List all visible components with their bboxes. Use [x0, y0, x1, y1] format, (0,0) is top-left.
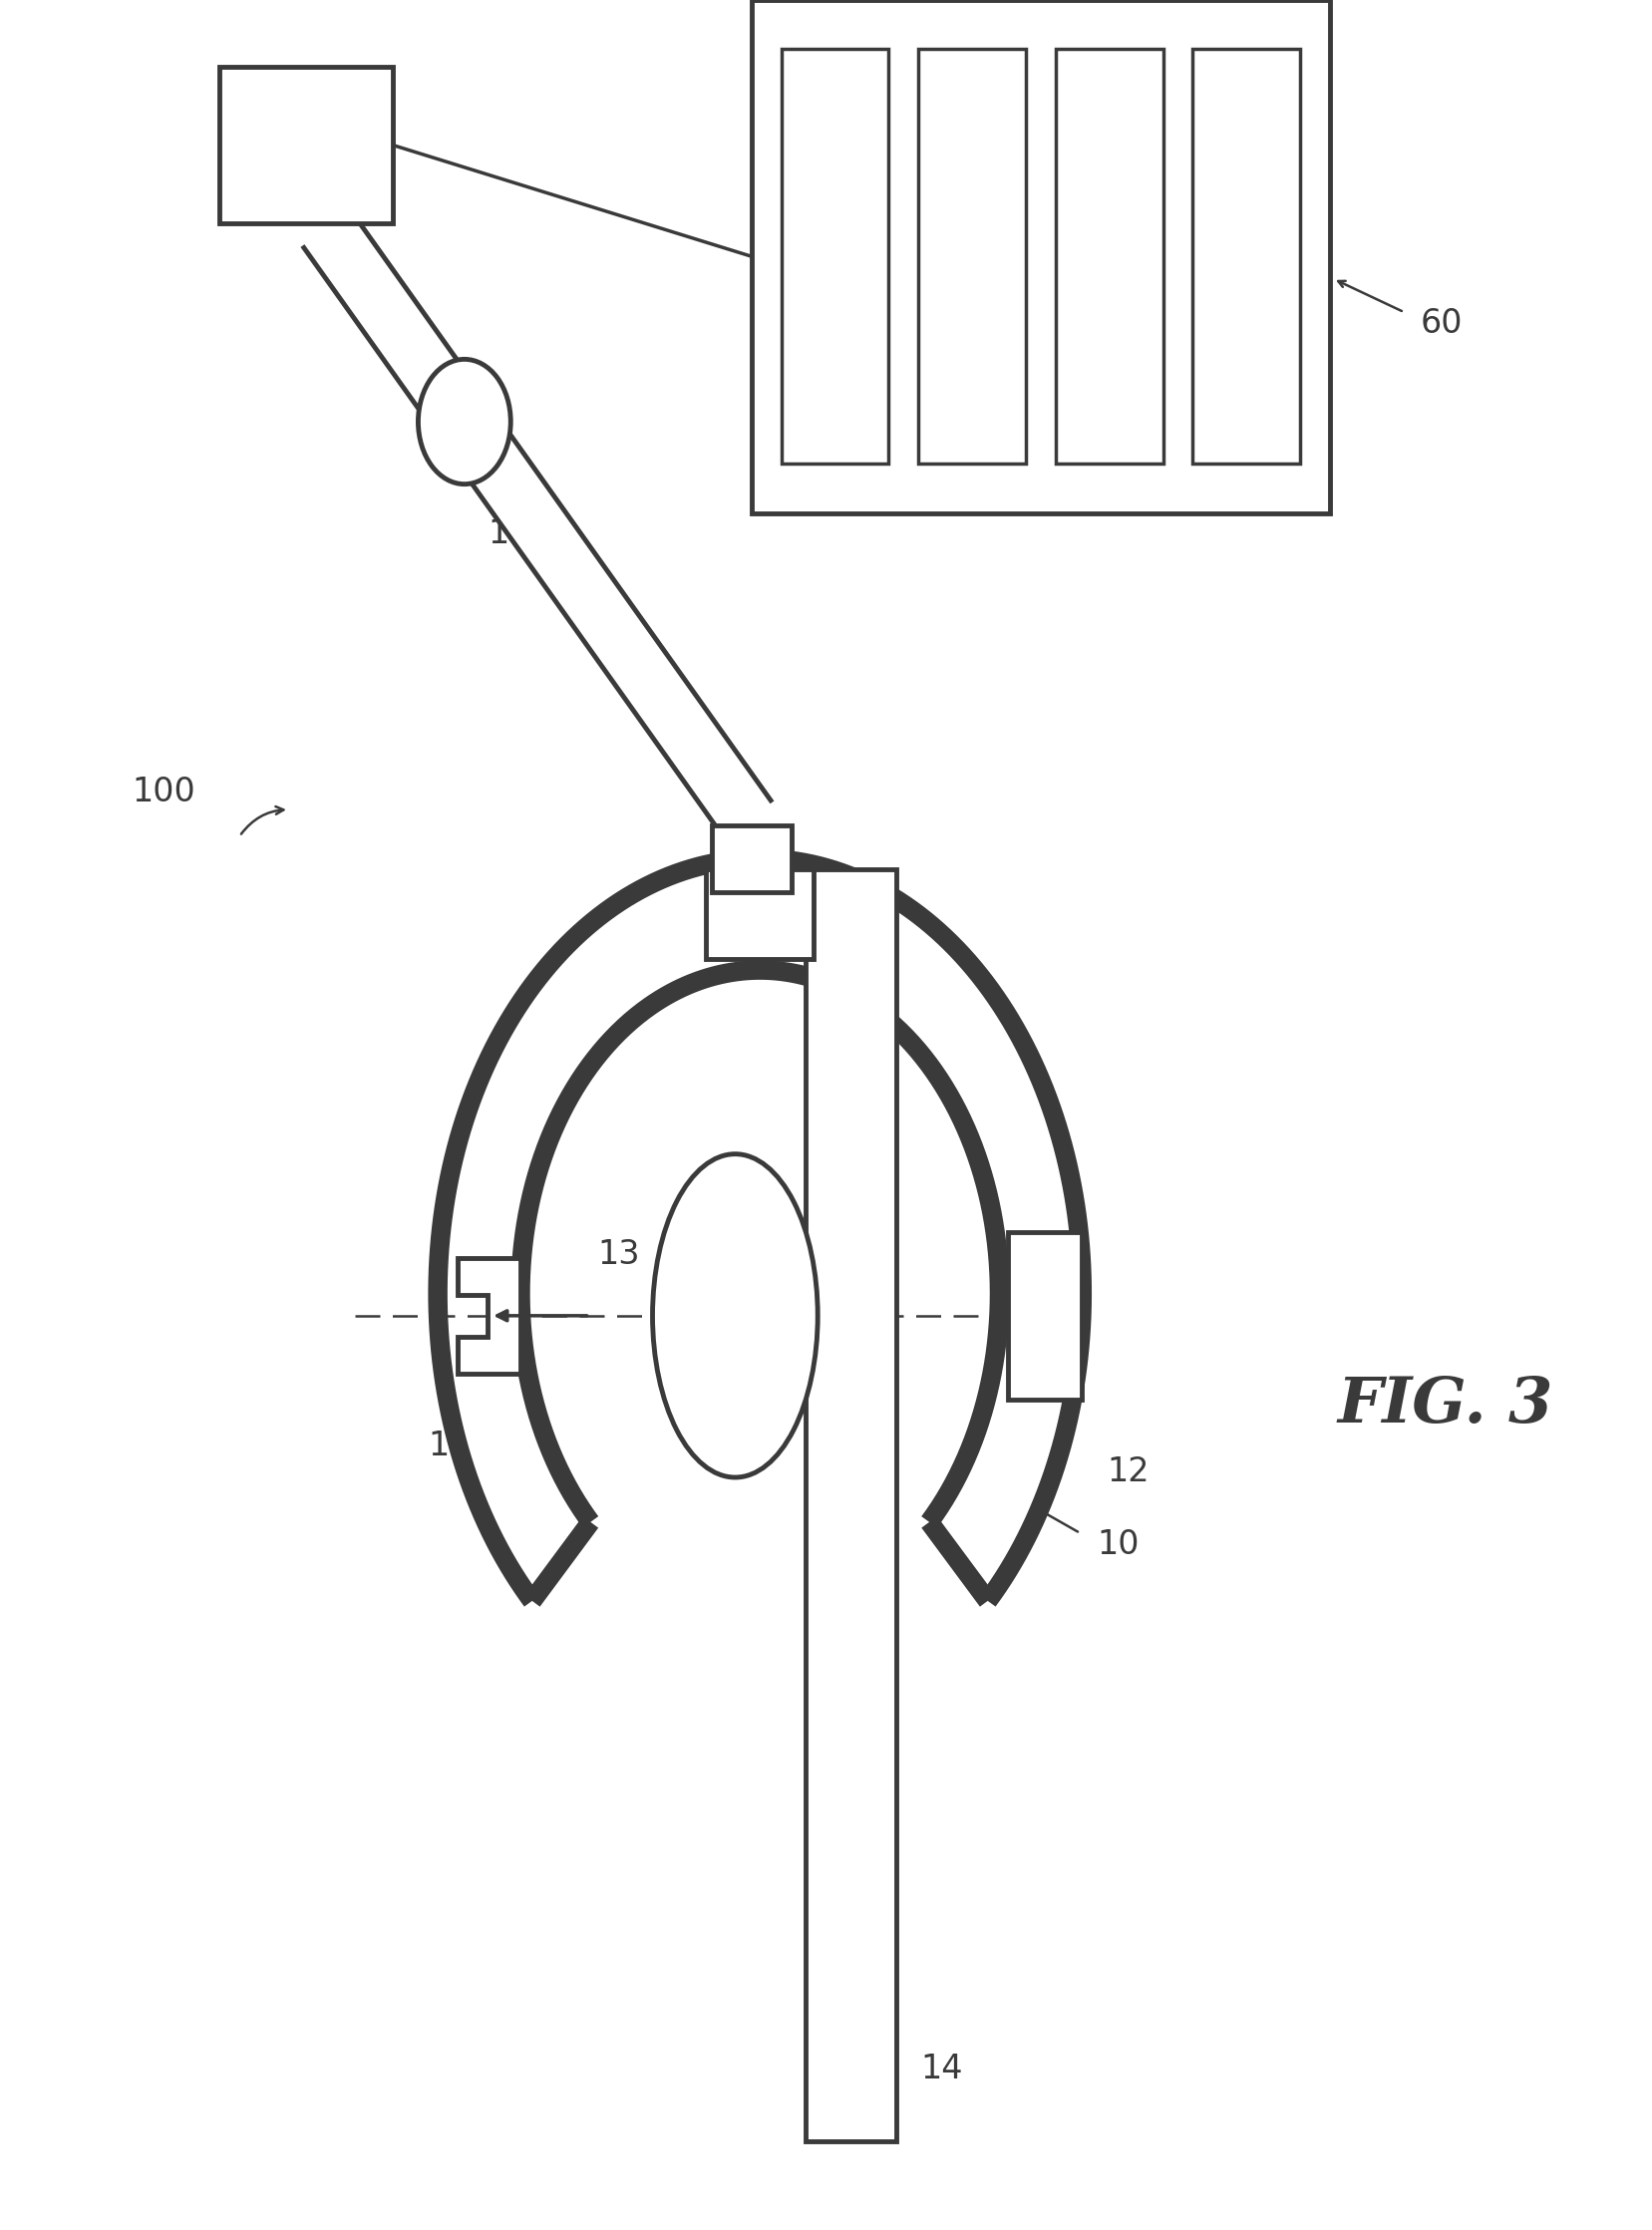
Ellipse shape — [653, 1155, 818, 1478]
Text: FIG. 3: FIG. 3 — [1338, 1374, 1553, 1436]
Circle shape — [418, 359, 510, 484]
Bar — [1193, 49, 1300, 464]
Text: 100: 100 — [132, 776, 195, 807]
Bar — [707, 870, 813, 959]
Bar — [919, 49, 1026, 464]
Text: 14: 14 — [922, 2052, 963, 2085]
Text: 30: 30 — [1092, 243, 1127, 270]
Text: 50: 50 — [818, 243, 852, 270]
Bar — [781, 49, 889, 464]
Text: 40: 40 — [955, 243, 990, 270]
Bar — [218, 67, 393, 223]
Polygon shape — [458, 1258, 520, 1374]
Bar — [1056, 49, 1163, 464]
Text: 12: 12 — [1107, 1456, 1150, 1487]
Bar — [806, 870, 895, 2141]
Bar — [752, 0, 1330, 513]
Text: 11: 11 — [428, 1429, 471, 1463]
Polygon shape — [304, 198, 771, 850]
Text: 13: 13 — [598, 1238, 641, 1271]
Text: 10: 10 — [1097, 1528, 1140, 1561]
Bar — [712, 825, 791, 892]
Text: 60: 60 — [1421, 308, 1464, 339]
Text: 20: 20 — [1229, 243, 1264, 270]
Text: 16: 16 — [487, 517, 530, 551]
Bar — [1008, 1231, 1082, 1400]
Text: 15: 15 — [826, 1099, 869, 1131]
